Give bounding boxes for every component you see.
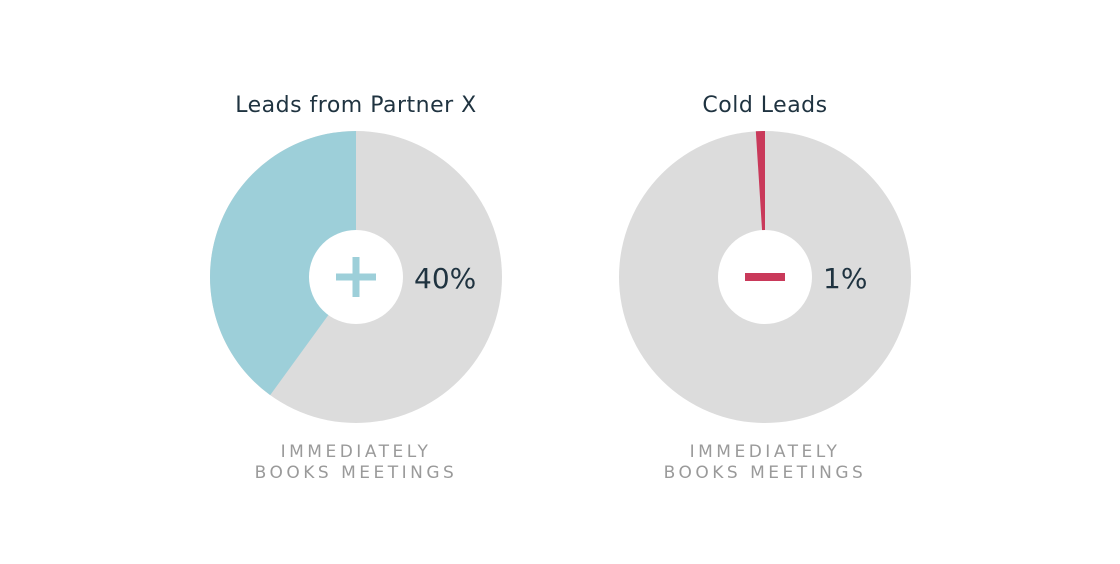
minus-icon (745, 273, 785, 281)
chart-title: Leads from Partner X (235, 93, 477, 118)
caption: BOOKS MEETINGS (255, 463, 458, 483)
value-label: 1% (823, 262, 867, 295)
pie-slice (209, 131, 356, 396)
chart-title: Cold Leads (702, 93, 827, 118)
caption: BOOKS MEETINGS (664, 463, 867, 483)
caption: IMMEDIATELY (281, 442, 432, 462)
caption: IMMEDIATELY (690, 442, 841, 462)
value-label: 40% (414, 262, 476, 295)
plus-icon (352, 257, 360, 297)
